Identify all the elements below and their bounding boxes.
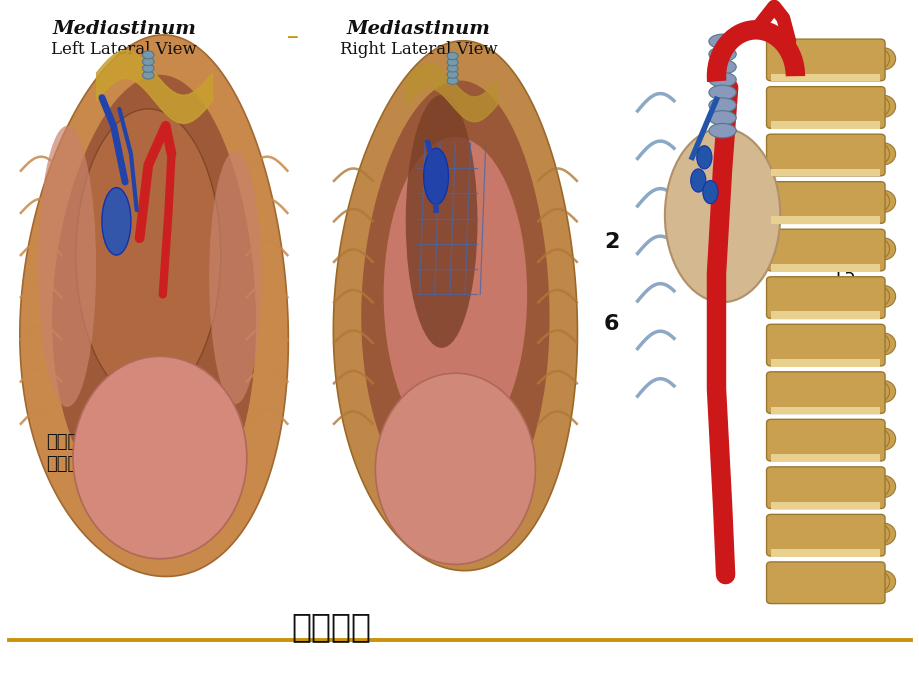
Ellipse shape bbox=[447, 65, 458, 72]
Ellipse shape bbox=[664, 128, 779, 302]
Ellipse shape bbox=[690, 169, 705, 192]
Ellipse shape bbox=[209, 151, 261, 404]
Bar bbox=[770, 454, 879, 462]
Ellipse shape bbox=[423, 148, 448, 204]
Polygon shape bbox=[20, 35, 288, 576]
Ellipse shape bbox=[709, 110, 735, 125]
Bar bbox=[770, 74, 879, 81]
Text: 脂肪垫: 脂肪垫 bbox=[46, 455, 79, 473]
Bar bbox=[770, 217, 879, 224]
Text: Left Lateral View: Left Lateral View bbox=[51, 41, 197, 58]
FancyBboxPatch shape bbox=[766, 39, 884, 81]
Ellipse shape bbox=[709, 47, 735, 61]
Ellipse shape bbox=[870, 333, 895, 355]
Ellipse shape bbox=[383, 137, 527, 452]
Ellipse shape bbox=[39, 126, 96, 407]
Ellipse shape bbox=[447, 52, 458, 59]
Ellipse shape bbox=[870, 571, 895, 593]
Ellipse shape bbox=[142, 64, 154, 72]
Ellipse shape bbox=[73, 356, 246, 559]
Ellipse shape bbox=[865, 286, 889, 308]
Bar bbox=[770, 549, 879, 557]
FancyBboxPatch shape bbox=[766, 420, 884, 461]
Bar bbox=[770, 169, 879, 177]
Ellipse shape bbox=[870, 286, 895, 308]
Ellipse shape bbox=[142, 71, 154, 79]
Ellipse shape bbox=[447, 77, 458, 84]
Ellipse shape bbox=[865, 238, 889, 260]
Ellipse shape bbox=[142, 51, 154, 59]
Text: Mediastinum: Mediastinum bbox=[52, 20, 196, 38]
Ellipse shape bbox=[709, 124, 735, 138]
Ellipse shape bbox=[709, 59, 735, 74]
Bar bbox=[770, 406, 879, 414]
Polygon shape bbox=[361, 81, 549, 520]
Ellipse shape bbox=[870, 380, 895, 402]
Ellipse shape bbox=[870, 95, 895, 117]
Ellipse shape bbox=[870, 428, 895, 450]
Ellipse shape bbox=[865, 95, 889, 117]
Text: 2: 2 bbox=[604, 232, 618, 251]
Text: T8: T8 bbox=[832, 337, 854, 355]
FancyBboxPatch shape bbox=[766, 277, 884, 318]
Ellipse shape bbox=[709, 72, 735, 87]
Ellipse shape bbox=[870, 475, 895, 497]
Ellipse shape bbox=[870, 238, 895, 260]
Bar bbox=[770, 502, 879, 509]
FancyBboxPatch shape bbox=[766, 372, 884, 413]
FancyBboxPatch shape bbox=[766, 134, 884, 176]
Ellipse shape bbox=[865, 190, 889, 213]
Ellipse shape bbox=[709, 98, 735, 112]
Bar bbox=[770, 264, 879, 271]
Ellipse shape bbox=[870, 190, 895, 213]
Bar bbox=[770, 311, 879, 319]
Text: 心的位置: 心的位置 bbox=[291, 610, 370, 643]
FancyBboxPatch shape bbox=[766, 562, 884, 604]
Ellipse shape bbox=[865, 571, 889, 593]
Polygon shape bbox=[333, 41, 577, 571]
Ellipse shape bbox=[865, 475, 889, 497]
Ellipse shape bbox=[709, 85, 735, 99]
Ellipse shape bbox=[865, 143, 889, 165]
Ellipse shape bbox=[870, 48, 895, 70]
Text: 心膈角: 心膈角 bbox=[46, 433, 79, 451]
Text: T5: T5 bbox=[832, 267, 855, 285]
Ellipse shape bbox=[375, 373, 535, 564]
Text: _: _ bbox=[288, 19, 297, 39]
Text: Right Lateral View: Right Lateral View bbox=[339, 41, 497, 58]
Ellipse shape bbox=[447, 71, 458, 78]
FancyBboxPatch shape bbox=[766, 324, 884, 366]
Ellipse shape bbox=[702, 181, 717, 204]
Ellipse shape bbox=[142, 58, 154, 66]
Ellipse shape bbox=[870, 523, 895, 545]
Ellipse shape bbox=[865, 333, 889, 355]
Ellipse shape bbox=[696, 146, 711, 169]
Ellipse shape bbox=[865, 380, 889, 402]
Text: Mediastinum: Mediastinum bbox=[346, 20, 490, 38]
Ellipse shape bbox=[75, 109, 221, 402]
Ellipse shape bbox=[865, 523, 889, 545]
Bar bbox=[770, 121, 879, 129]
Text: 6: 6 bbox=[604, 315, 618, 334]
Ellipse shape bbox=[405, 95, 477, 348]
Polygon shape bbox=[52, 75, 255, 525]
FancyBboxPatch shape bbox=[766, 514, 884, 556]
Ellipse shape bbox=[870, 143, 895, 165]
Bar bbox=[770, 359, 879, 366]
Ellipse shape bbox=[865, 428, 889, 450]
Ellipse shape bbox=[709, 34, 735, 49]
Ellipse shape bbox=[102, 188, 130, 255]
FancyBboxPatch shape bbox=[766, 181, 884, 224]
FancyBboxPatch shape bbox=[766, 467, 884, 509]
Ellipse shape bbox=[447, 59, 458, 66]
Ellipse shape bbox=[865, 48, 889, 70]
FancyBboxPatch shape bbox=[766, 229, 884, 271]
FancyBboxPatch shape bbox=[766, 87, 884, 128]
